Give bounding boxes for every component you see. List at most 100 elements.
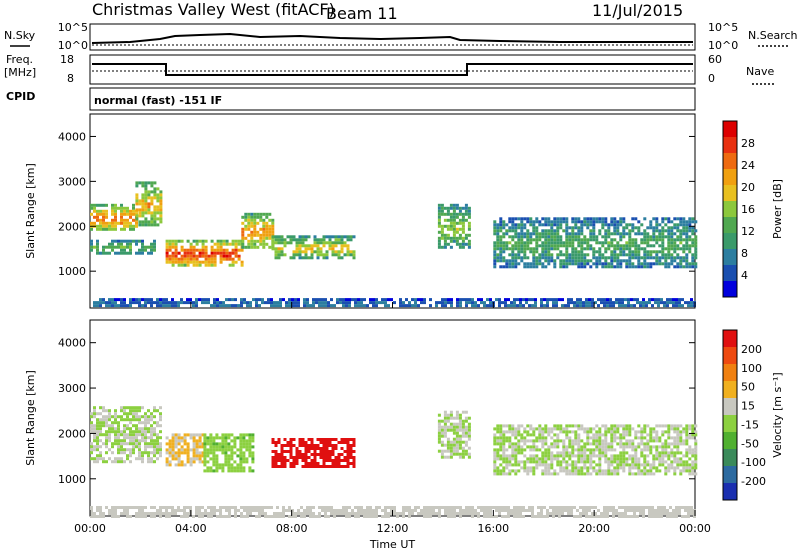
echo-cell [227,469,231,473]
echo-cell [340,453,344,456]
echo-cell [360,304,363,308]
echo-cell [452,218,456,222]
echo-cell [634,460,638,464]
echo-cell [138,509,141,512]
echo-cell [565,244,569,248]
echo-cell [203,439,207,443]
echo-cell [99,209,102,213]
echo-cell [144,193,148,197]
echo-cell [458,206,462,210]
echo-cell [676,424,680,428]
echo-cell [221,469,225,473]
echo-cell [129,298,132,302]
echo-cell [461,452,465,456]
echo-cell [237,239,241,243]
echo-cell [691,265,695,269]
echo-cell [661,253,665,257]
echo-cell [604,217,608,221]
echo-cell [535,448,539,452]
echo-cell [325,256,329,260]
echo-cell [96,430,99,434]
echo-cell [616,424,620,428]
echo-cell [552,515,555,518]
echo-cell [256,212,260,216]
echo-cell [535,256,539,260]
echo-cell [621,506,624,509]
echo-cell [351,512,354,515]
echo-cell [643,247,647,251]
echo-cell [604,223,608,227]
y-axis-label: Slant Range [km] [24,163,37,259]
echo-cell [574,262,578,266]
echo-cell [135,212,138,216]
echo-cell [96,218,99,222]
echo-cell [135,436,138,440]
echo-cell [580,448,584,452]
echo-cell [283,238,287,242]
echo-cell [447,298,450,302]
echo-cell [177,263,181,267]
echo-cell [615,509,618,512]
x-axis-label: Time UT [369,538,415,551]
echo-cell [228,257,232,261]
echo-cell [517,235,521,239]
echo-cell [333,304,336,308]
echo-cell [96,427,99,431]
echo-cell [215,457,219,461]
echo-cell [592,253,596,257]
echo-cell [138,512,141,515]
echo-cell [556,229,560,233]
echo-cell [108,512,111,515]
echo-cell [508,262,512,266]
echo-cell [132,224,135,228]
echo-cell [331,465,335,468]
echo-cell [186,445,190,449]
echo-cell [354,298,357,302]
echo-cell [604,436,608,440]
echo-cell [586,472,590,476]
echo-cell [613,265,617,269]
echo-cell [304,247,308,251]
echo-cell [694,454,698,458]
echo-cell [514,217,518,221]
echo-cell [90,515,93,518]
echo-cell [628,457,632,461]
echo-cell [577,253,581,257]
echo-cell [573,304,576,308]
echo-cell [288,298,291,302]
echo-cell [262,239,266,243]
echo-cell [643,469,647,473]
echo-cell [126,418,129,422]
echo-cell [319,465,323,468]
echo-cell [467,452,471,456]
echo-cell [625,424,629,428]
echo-cell [529,457,533,461]
echo-cell [123,509,126,512]
echo-cell [634,265,638,269]
echo-cell [417,304,420,308]
echo-cell [274,238,278,242]
echo-cell [508,463,512,467]
echo-cell [90,427,93,431]
echo-cell [444,304,447,308]
echo-cell [690,509,693,512]
echo-cell [691,244,695,248]
echo-cell [559,220,563,224]
echo-cell [141,205,145,209]
echo-cell [676,262,680,266]
echo-cell [144,181,148,185]
echo-cell [138,451,141,455]
echo-cell [667,427,671,431]
echo-cell [213,260,217,264]
echo-cell [646,265,650,269]
echo-cell [432,509,435,512]
echo-cell [292,253,296,257]
echo-cell [159,220,163,224]
echo-cell [438,301,441,305]
echo-cell [449,455,453,459]
echo-cell [447,301,450,305]
echo-cell [574,442,578,446]
echo-cell [219,254,223,258]
echo-cell [556,445,560,449]
echo-cell [619,223,623,227]
